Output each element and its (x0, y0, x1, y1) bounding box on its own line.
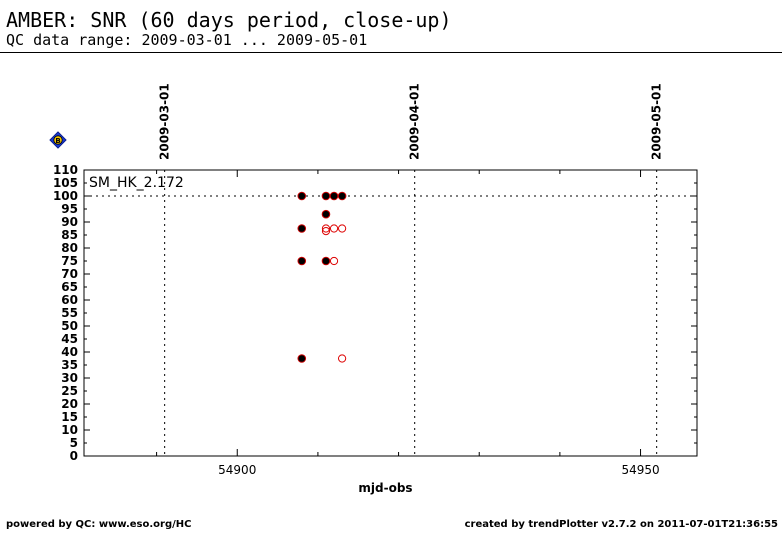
y-tick-label: 105 (53, 176, 78, 190)
y-tick-label: 35 (61, 358, 78, 372)
data-point-filled (321, 256, 331, 266)
data-point-open (338, 354, 347, 363)
y-tick-label: 50 (61, 319, 78, 333)
date-marker-label: 2009-03-01 (158, 83, 172, 160)
data-point-filled (321, 209, 331, 219)
plot-frame (83, 169, 698, 457)
data-point-open (321, 224, 331, 233)
panel-label: SM_HK_2.172 (89, 175, 184, 191)
y-tick-label: 15 (61, 410, 78, 424)
y-tick-label: 55 (61, 306, 78, 320)
footer-created-by: created by trendPlotter v2.7.2 on 2011-0… (464, 519, 778, 530)
y-tick-label: 25 (61, 384, 78, 398)
x-tick-label: 54900 (218, 463, 256, 477)
x-axis-label: mjd-obs (358, 481, 412, 495)
y-tick-label: 100 (53, 189, 78, 203)
data-point-filled (337, 191, 347, 201)
y-tick-label: 30 (61, 371, 78, 385)
data-point-filled (329, 191, 339, 201)
chart-title: AMBER: SNR (60 days period, close-up) (6, 8, 452, 32)
y-tick-label: 60 (61, 293, 78, 307)
y-tick-label: 40 (61, 345, 78, 359)
date-marker-label: 2009-04-01 (408, 83, 422, 160)
date-marker-label: 2009-05-01 (650, 83, 664, 160)
y-tick-label: 5 (70, 436, 78, 450)
y-tick-label: 0 (70, 449, 78, 463)
badge-letter: B (55, 137, 60, 145)
y-tick-label: 75 (61, 254, 78, 268)
data-point-filled (297, 191, 307, 201)
y-tick-label: 10 (61, 423, 78, 437)
data-point-filled (321, 191, 331, 201)
y-tick-label: 110 (53, 163, 78, 177)
footer-powered-by: powered by QC: www.eso.org/HC (6, 519, 192, 530)
data-point-filled (297, 354, 307, 363)
y-tick-label: 80 (61, 241, 78, 255)
y-tick-label: 45 (61, 332, 78, 346)
data-point-filled (297, 224, 307, 233)
y-tick-label: 95 (61, 202, 78, 216)
x-tick-label: 54950 (621, 463, 659, 477)
data-point-open (329, 256, 339, 266)
y-tick-label: 90 (61, 215, 78, 229)
data-point-open (338, 224, 347, 233)
data-point-open (321, 227, 331, 236)
y-tick-label: 70 (61, 267, 78, 281)
header-divider (0, 52, 782, 53)
badge-circle-icon (53, 135, 63, 145)
data-point-open (329, 224, 339, 233)
chart-subtitle: QC data range: 2009-03-01 ... 2009-05-01 (6, 31, 368, 49)
y-tick-label: 65 (61, 280, 78, 294)
y-tick-label: 20 (61, 397, 78, 411)
data-point-filled (297, 256, 307, 266)
y-tick-label: 85 (61, 228, 78, 242)
